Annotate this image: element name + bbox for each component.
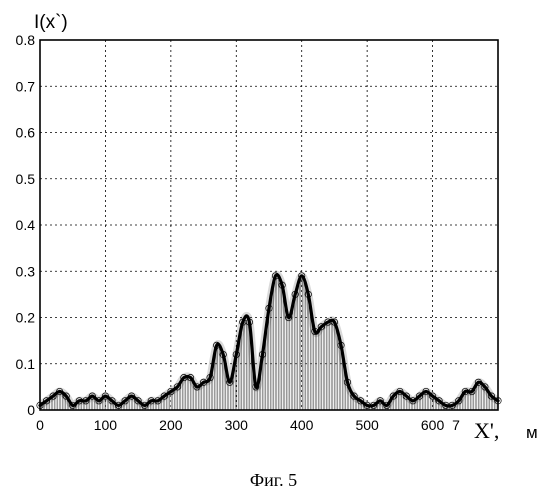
y-tick-label: 0 [27,402,35,418]
y-tick-label: 0.4 [16,217,36,233]
x-tick-label: 0 [36,417,44,433]
x-tick-labels: 0 100 200 300 400 500 600 7 [36,417,460,433]
y-tick-label: 0.5 [16,171,36,187]
x-tick-label: 400 [290,417,314,433]
x-tick-label: 500 [355,417,379,433]
y-tick-label: 0.7 [16,78,36,94]
y-axis-label: I(x`) [34,12,68,33]
y-tick-label: 0.2 [16,310,36,326]
x-tick-label: 100 [94,417,118,433]
y-tick-label: 0.1 [16,356,36,372]
chart: 0 0.1 0.2 0.3 0.4 0.5 0.6 0.7 0.8 0 100 200 300 400 5… [0,0,547,470]
y-tick-labels: 0 0.1 0.2 0.3 0.4 0.5 0.6 0.7 0.8 [16,32,36,418]
y-tick-label: 0.8 [16,32,36,48]
y-tick-label: 0.6 [16,125,36,141]
x-axis-label: X', [474,418,499,443]
x-tick-label: 600 [421,417,445,433]
x-tick-label: 300 [225,417,249,433]
y-tick-label: 0.3 [16,263,36,279]
x-tick-label: 7 [452,417,460,433]
x-tick-label: 200 [159,417,183,433]
figure-caption: Фиг. 5 [0,470,547,491]
x-axis-unit: м [526,423,538,442]
